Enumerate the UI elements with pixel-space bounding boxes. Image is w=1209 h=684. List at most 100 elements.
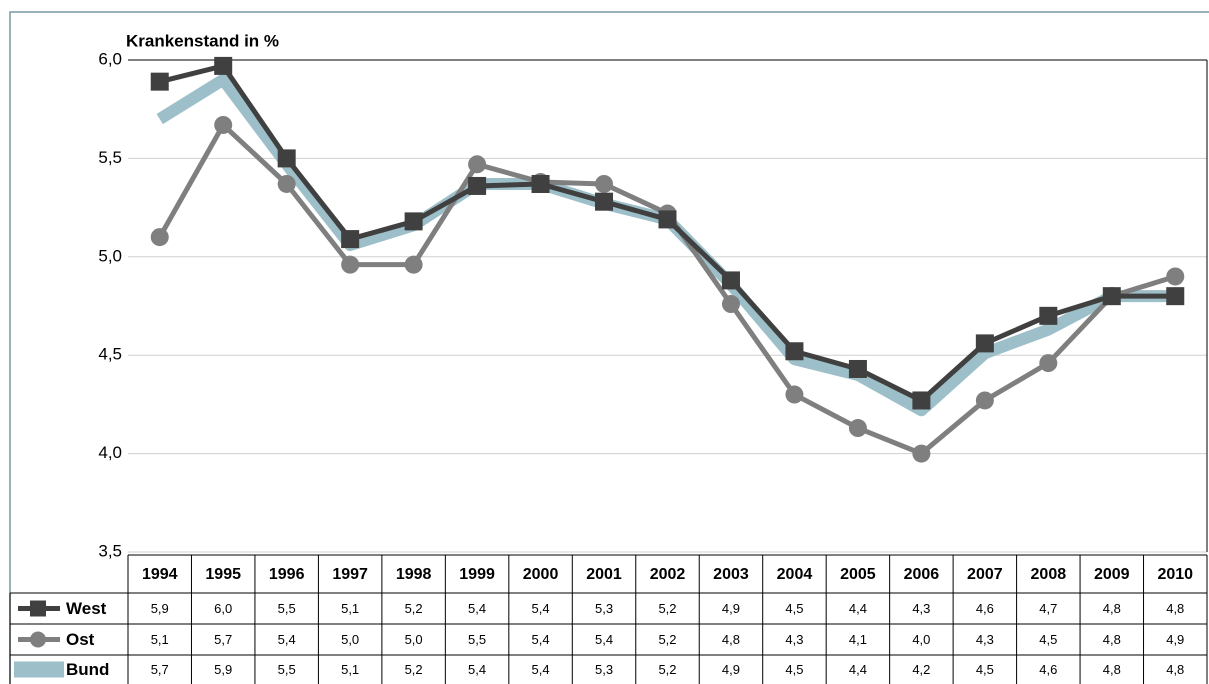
x-tick-label: 1998 bbox=[396, 566, 432, 583]
table-cell: 5,1 bbox=[341, 601, 359, 616]
point bbox=[341, 230, 360, 249]
table-cell: 5,0 bbox=[405, 632, 423, 647]
table-cell: 4,4 bbox=[849, 662, 867, 677]
table-cell: 5,9 bbox=[214, 662, 232, 677]
series-line bbox=[159, 63, 1176, 403]
table-cell: 5,4 bbox=[532, 632, 550, 647]
point bbox=[277, 149, 296, 168]
point bbox=[975, 334, 994, 353]
point bbox=[912, 444, 931, 463]
point bbox=[785, 342, 804, 361]
point bbox=[468, 155, 487, 174]
point bbox=[1102, 287, 1121, 306]
x-tick-label: 2009 bbox=[1094, 566, 1130, 583]
x-tick-label: 2000 bbox=[523, 566, 559, 583]
table-cell: 5,0 bbox=[341, 632, 359, 647]
x-tick-label: 2005 bbox=[840, 566, 876, 583]
table-cell: 4,5 bbox=[1039, 632, 1057, 647]
point bbox=[214, 56, 233, 75]
table-cell: 5,4 bbox=[532, 662, 550, 677]
point bbox=[1039, 354, 1058, 373]
table-cell: 4,8 bbox=[1103, 632, 1121, 647]
table-cell: 4,5 bbox=[785, 662, 803, 677]
table-cell: 5,4 bbox=[278, 632, 296, 647]
point bbox=[1166, 287, 1185, 306]
x-tick-label: 2007 bbox=[967, 566, 1003, 583]
y-tick-label: 3,5 bbox=[98, 541, 122, 560]
table-cell: 4,8 bbox=[1103, 662, 1121, 677]
y-tick-label: 4,0 bbox=[98, 443, 122, 462]
table-cell: 5,7 bbox=[151, 662, 169, 677]
table-cell: 5,2 bbox=[405, 662, 423, 677]
x-tick-label: 2001 bbox=[586, 566, 622, 583]
table-cell: 4,9 bbox=[1166, 632, 1184, 647]
point bbox=[848, 419, 867, 438]
y-tick-label: 4,5 bbox=[98, 345, 122, 364]
table-cell: 4,6 bbox=[1039, 662, 1057, 677]
point bbox=[721, 295, 740, 314]
point bbox=[404, 255, 423, 274]
point bbox=[912, 391, 931, 410]
table-cell: 5,4 bbox=[532, 601, 550, 616]
legend-swatch bbox=[14, 661, 64, 678]
y-axis-label: Krankenstand in % bbox=[126, 31, 279, 50]
x-tick-label: 2004 bbox=[777, 566, 813, 583]
frame bbox=[9, 11, 1209, 684]
x-tick-label: 2002 bbox=[650, 566, 686, 583]
x-tick-label: 1996 bbox=[269, 566, 305, 583]
legend-swatch bbox=[30, 600, 46, 617]
point bbox=[975, 391, 994, 410]
legend-swatch bbox=[30, 631, 46, 648]
table-cell: 4,8 bbox=[1103, 601, 1121, 616]
table-cell: 5,1 bbox=[151, 632, 169, 647]
point bbox=[1039, 306, 1058, 325]
table-cell: 5,4 bbox=[595, 632, 613, 647]
table-cell: 5,9 bbox=[151, 601, 169, 616]
point bbox=[404, 212, 423, 231]
table-cell: 4,7 bbox=[1039, 601, 1057, 616]
table-cell: 5,2 bbox=[405, 601, 423, 616]
x-tick-label: 1995 bbox=[205, 566, 241, 583]
legend-label: West bbox=[66, 599, 107, 618]
point bbox=[721, 271, 740, 290]
point bbox=[341, 255, 360, 274]
legend-label: Ost bbox=[66, 630, 95, 649]
table-cell: 5,3 bbox=[595, 662, 613, 677]
table-cell: 4,3 bbox=[976, 632, 994, 647]
table-cell: 4,0 bbox=[912, 632, 930, 647]
table-cell: 4,8 bbox=[1166, 662, 1184, 677]
legend-label: Bund bbox=[66, 660, 109, 679]
table-cell: 5,3 bbox=[595, 601, 613, 616]
series-line bbox=[156, 73, 1176, 417]
point bbox=[531, 174, 550, 193]
table-cell: 5,7 bbox=[214, 632, 232, 647]
table-cell: 4,9 bbox=[722, 662, 740, 677]
x-tick-label: 2010 bbox=[1157, 566, 1193, 583]
table-cell: 4,5 bbox=[785, 601, 803, 616]
table-cell: 4,9 bbox=[722, 601, 740, 616]
point bbox=[277, 174, 296, 193]
point bbox=[658, 210, 677, 229]
point bbox=[214, 115, 233, 134]
point bbox=[785, 385, 804, 404]
table-cell: 4,8 bbox=[1166, 601, 1184, 616]
series-line bbox=[157, 122, 1177, 457]
table-cell: 4,1 bbox=[849, 632, 867, 647]
table-cell: 5,2 bbox=[658, 601, 676, 616]
y-tick-label: 6,0 bbox=[98, 49, 122, 68]
x-tick-label: 1999 bbox=[459, 566, 495, 583]
x-tick-label: 1994 bbox=[142, 566, 178, 583]
table-cell: 4,3 bbox=[785, 632, 803, 647]
point bbox=[468, 176, 487, 195]
y-tick-label: 5,5 bbox=[98, 148, 122, 167]
table-cell: 4,4 bbox=[849, 601, 867, 616]
point bbox=[848, 359, 867, 378]
point bbox=[150, 72, 169, 91]
table-cell: 4,5 bbox=[976, 662, 994, 677]
x-tick-label: 1997 bbox=[332, 566, 368, 583]
table-cell: 5,1 bbox=[341, 662, 359, 677]
table-cell: 4,6 bbox=[976, 601, 994, 616]
table-cell: 5,5 bbox=[278, 601, 296, 616]
point bbox=[595, 174, 614, 193]
